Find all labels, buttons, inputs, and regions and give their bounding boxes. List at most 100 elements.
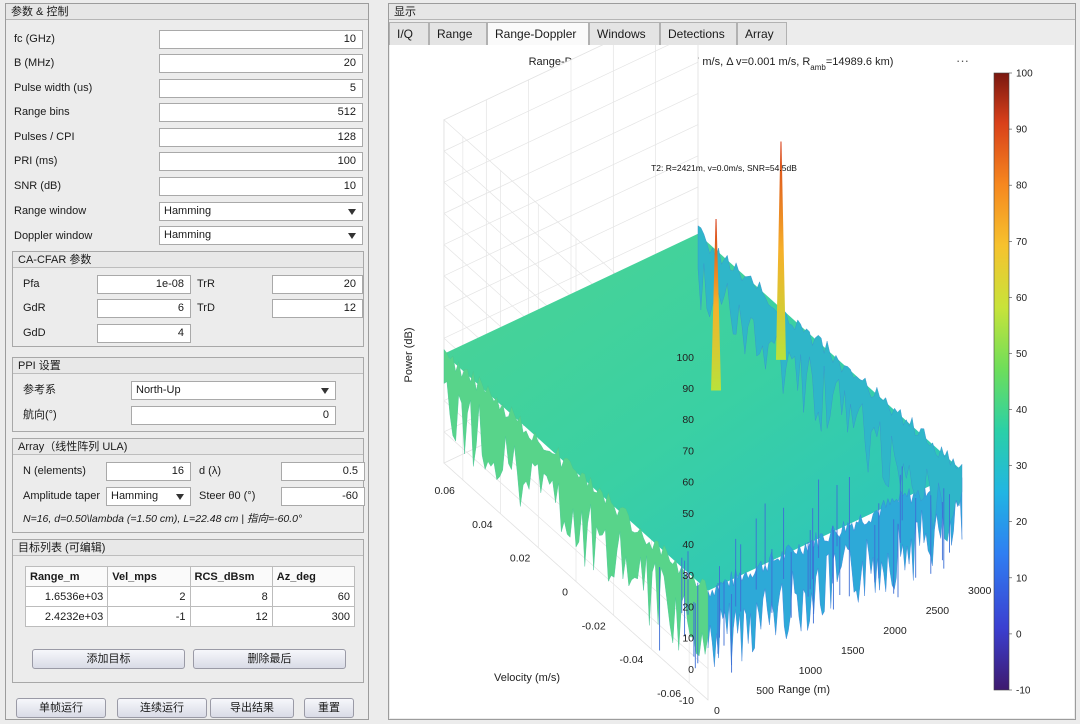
surface-side-face — [697, 225, 963, 542]
param-label: Pulses / CPI — [14, 131, 75, 143]
param-field[interactable]: 10 — [159, 30, 363, 49]
target-table[interactable]: Range_m Vel_mps RCS_dBsm Az_deg 1.6536e+… — [24, 566, 356, 627]
x-tick-label: 2000 — [883, 625, 907, 637]
axes-ticks: -100102030405060708090100050010001500200… — [434, 352, 991, 717]
n-elements-label: N (elements) — [23, 465, 86, 477]
y-tick-label: 0 — [562, 587, 568, 599]
colorbar-tick-label: 20 — [1016, 517, 1028, 528]
param-field[interactable]: 128 — [159, 128, 363, 147]
x-tick-label: 1000 — [799, 665, 823, 677]
display-panel-title: 显示 — [389, 4, 1075, 20]
range-doppler-surface-plot[interactable]: Range-Doppler Surface (vmax=0.07 m/s, Δ … — [390, 45, 1076, 720]
column-header[interactable]: RCS_dBsm — [189, 566, 273, 587]
single-run-button[interactable]: 单帧运行 — [16, 698, 106, 718]
spacing-label: d (λ) — [199, 465, 221, 477]
z-tick-label: 90 — [682, 383, 694, 395]
table-row[interactable]: 1.6536e+03 2 8 60 — [24, 586, 356, 607]
y-axis-label: Velocity (m/s) — [494, 672, 560, 684]
n-elements-field[interactable]: 16 — [106, 462, 191, 481]
spacing-field[interactable]: 0.5 — [281, 462, 365, 481]
target-peak-2 — [775, 141, 786, 360]
colorbar-tick-label: -10 — [1016, 686, 1031, 697]
steer-label: Steer θ0 (°) — [199, 490, 256, 502]
display-tabs: I/Q Range Range-Doppler Windows Detectio… — [389, 22, 789, 46]
param-field[interactable]: 100 — [159, 152, 363, 171]
tab-iq[interactable]: I/Q — [389, 22, 429, 45]
x-tick-label: 3000 — [968, 585, 992, 597]
table-cell[interactable]: 8 — [189, 586, 273, 607]
taper-select[interactable]: Hamming — [106, 487, 191, 506]
tab-range-doppler[interactable]: Range-Doppler — [487, 22, 589, 46]
param-label: Pulse width (us) — [14, 82, 93, 94]
param-label: B (MHz) — [14, 57, 55, 69]
column-header[interactable]: Range_m — [24, 566, 109, 587]
trd-field[interactable]: 12 — [272, 299, 363, 318]
cfar-group: CA-CFAR 参数 Pfa 1e-08 TrR 20 GdR 6 TrD 12… — [12, 251, 364, 347]
param-field[interactable]: 20 — [159, 54, 363, 73]
table-cell[interactable]: -1 — [107, 606, 191, 627]
gdr-field[interactable]: 6 — [97, 299, 191, 318]
gdd-field[interactable]: 4 — [97, 324, 191, 343]
table-cell[interactable]: 300 — [271, 606, 356, 627]
param-field[interactable]: 5 — [159, 79, 363, 98]
x-tick-label: 500 — [756, 685, 774, 697]
ref-frame-select[interactable]: North-Up — [131, 381, 336, 400]
add-target-button[interactable]: 添加目标 — [32, 649, 185, 669]
tab-range[interactable]: Range — [429, 22, 487, 45]
param-field[interactable]: 512 — [159, 103, 363, 122]
delete-last-button[interactable]: 删除最后 — [193, 649, 346, 669]
ref-frame-value: North-Up — [136, 384, 181, 396]
z-tick-label: 100 — [676, 352, 694, 364]
cfar-title: CA-CFAR 参数 — [13, 252, 363, 268]
export-results-button[interactable]: 导出结果 — [210, 698, 294, 718]
table-cell[interactable]: 12 — [189, 606, 273, 627]
table-cell[interactable]: 2.4232e+03 — [24, 606, 109, 627]
continuous-run-button[interactable]: 连续运行 — [117, 698, 207, 718]
x-axis-label: Range (m) — [778, 684, 830, 696]
z-tick-label: -10 — [679, 695, 694, 707]
colorbar-tick-label: 70 — [1016, 237, 1028, 248]
column-header[interactable]: Az_deg — [271, 566, 356, 587]
chevron-down-icon — [348, 209, 356, 215]
table-cell[interactable]: 1.6536e+03 — [24, 586, 109, 607]
table-cell[interactable]: 60 — [271, 586, 356, 607]
tab-detections[interactable]: Detections — [660, 22, 737, 45]
column-header[interactable]: Vel_mps — [107, 566, 191, 587]
x-tick-label: 1500 — [841, 645, 865, 657]
chevron-down-icon — [321, 388, 329, 394]
tab-windows[interactable]: Windows — [589, 22, 660, 45]
param-field[interactable]: 10 — [159, 177, 363, 196]
param-label: PRI (ms) — [14, 155, 58, 167]
target-list-group: 目标列表 (可编辑) Range_m Vel_mps RCS_dBsm Az_d… — [12, 539, 364, 683]
colorbar-tick-label: 10 — [1016, 573, 1028, 584]
steer-field[interactable]: -60 — [281, 487, 365, 506]
z-tick-label: 40 — [682, 539, 694, 551]
more-options-icon[interactable]: ··· — [956, 53, 969, 68]
colorbar-tick-label: 90 — [1016, 125, 1028, 136]
control-panel-title: 参数 & 控制 — [6, 4, 368, 20]
colorbar-tick-label: 0 — [1016, 629, 1022, 640]
trr-field[interactable]: 20 — [272, 275, 363, 294]
range-window-select[interactable]: Hamming — [159, 202, 363, 221]
colorbar-ticks: -10 0 10 20 30 40 50 60 70 80 90 100 — [1009, 69, 1033, 697]
surface-layer — [443, 141, 963, 673]
colorbar-tick-label: 40 — [1016, 405, 1028, 416]
table-cell[interactable]: 2 — [107, 586, 191, 607]
reset-button[interactable]: 重置 — [304, 698, 354, 718]
z-tick-label: 60 — [682, 477, 694, 489]
surface-top — [444, 233, 962, 591]
doppler-window-select[interactable]: Hamming — [159, 226, 363, 245]
colorbar — [993, 72, 1010, 691]
pfa-label: Pfa — [23, 278, 40, 290]
tab-array[interactable]: Array — [737, 22, 787, 45]
z-tick-label: 10 — [682, 633, 694, 645]
heading-field[interactable]: 0 — [131, 406, 336, 425]
table-row[interactable]: 2.4232e+03 -1 12 300 — [24, 606, 356, 627]
surface-left-face — [443, 348, 709, 657]
taper-value: Hamming — [111, 490, 159, 502]
pfa-field[interactable]: 1e-08 — [97, 275, 191, 294]
peak-annotation: T2: R=2421m, v=0.0m/s, SNR=54.5dB — [651, 163, 797, 173]
doppler-window-label: Doppler window — [14, 230, 93, 242]
param-label: fc (GHz) — [14, 33, 55, 45]
colorbar-tick-label: 30 — [1016, 461, 1028, 472]
